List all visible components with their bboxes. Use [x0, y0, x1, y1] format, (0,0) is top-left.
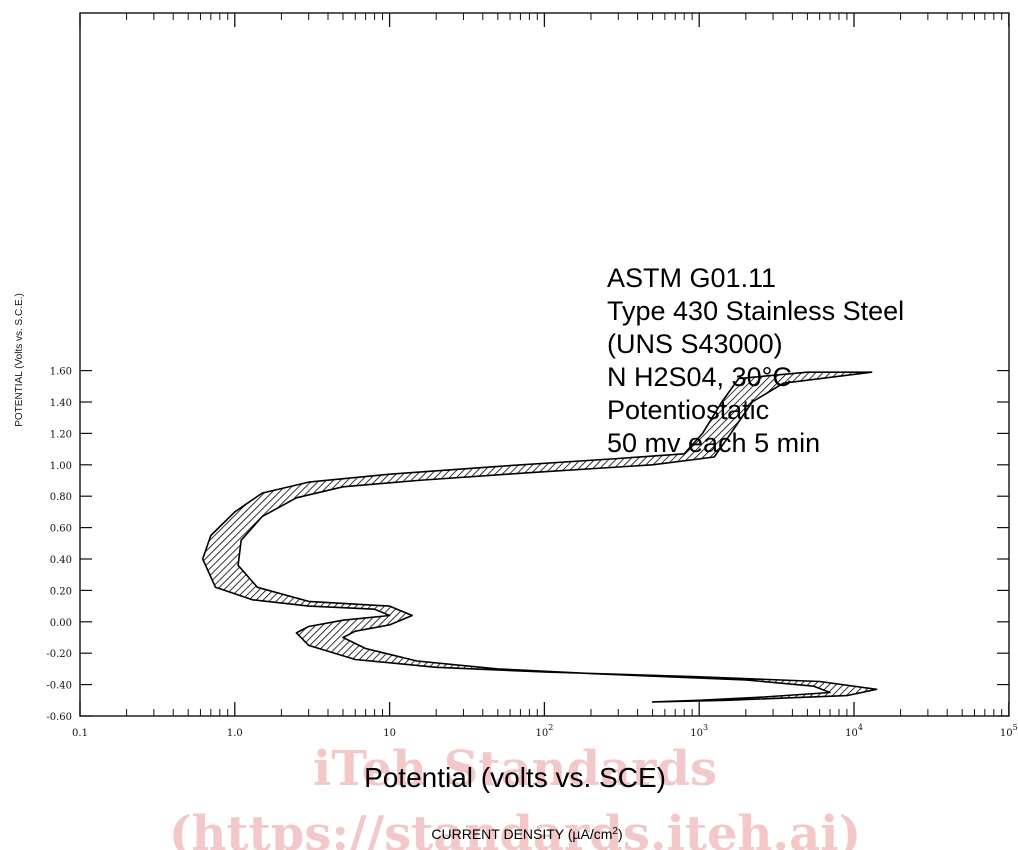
x-axis: 0.1 1.0 10 102 103 104 105 [72, 13, 1018, 739]
x-axis-title: Potential (volts vs. SCE) [364, 762, 666, 793]
x-tick-label: 105 [1000, 723, 1018, 739]
x-axis-label: CURRENT DENSITY (µA/cm2) [431, 826, 622, 842]
x-tick-label: 1.0 [227, 728, 243, 739]
y-tick-label: 1.60 [50, 367, 72, 378]
y-tick-label: 0.60 [50, 524, 72, 535]
annotation-line: N H2S04, 30°C [607, 362, 792, 392]
annotation-line: 50 mv each 5 min [607, 428, 820, 458]
watermark-line-2: (https://standards.iteh.ai) [169, 806, 861, 850]
x-tick-label: 0.1 [72, 728, 88, 739]
annotation-line: Type 430 Stainless Steel [607, 296, 904, 326]
y-tick-label: -0.40 [46, 681, 72, 692]
y-tick-label: 0.40 [50, 555, 72, 566]
y-tick-label: -0.60 [46, 712, 72, 723]
y-tick-label: 1.20 [50, 429, 72, 440]
watermark: iTeh Standards (https://standards.iteh.a… [169, 741, 861, 850]
y-axis: -0.60 -0.40 -0.20 0.00 0.20 0.40 0.60 0.80 1.00 1… [46, 367, 1009, 723]
hatched-band [201, 371, 878, 703]
y-tick-label: 1.40 [50, 398, 72, 409]
watermark-line-1: iTeh Standards [313, 741, 717, 797]
annotation-line: Potentiostatic [607, 395, 769, 425]
y-tick-label: 0.80 [50, 492, 72, 503]
y-tick-label: 1.00 [50, 461, 72, 472]
x-tick-label: 104 [845, 723, 863, 739]
polarization-band [201, 371, 878, 703]
y-tick-label: 0.20 [50, 586, 72, 597]
y-tick-label: -0.20 [46, 649, 72, 660]
y-tick-label: 0.00 [50, 618, 72, 629]
annotation-line: (UNS S43000) [607, 329, 783, 359]
x-tick-label: 10 [383, 728, 396, 739]
annotation-line: ASTM G01.11 [607, 263, 776, 293]
x-tick-label: 103 [690, 723, 708, 739]
plot-frame [79, 12, 1010, 717]
y-axis-label: POTENTIAL (Volts vs. S.C.E.) [14, 293, 25, 427]
x-tick-label: 102 [535, 723, 553, 739]
